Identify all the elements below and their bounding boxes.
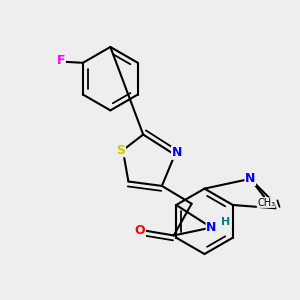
Text: S: S: [116, 144, 125, 157]
Text: O: O: [135, 224, 146, 237]
Text: N: N: [172, 146, 182, 159]
Text: N: N: [206, 221, 217, 234]
Text: N: N: [245, 172, 256, 185]
Text: H: H: [221, 217, 230, 226]
Text: F: F: [57, 54, 65, 67]
Text: CH₃: CH₃: [257, 198, 275, 208]
